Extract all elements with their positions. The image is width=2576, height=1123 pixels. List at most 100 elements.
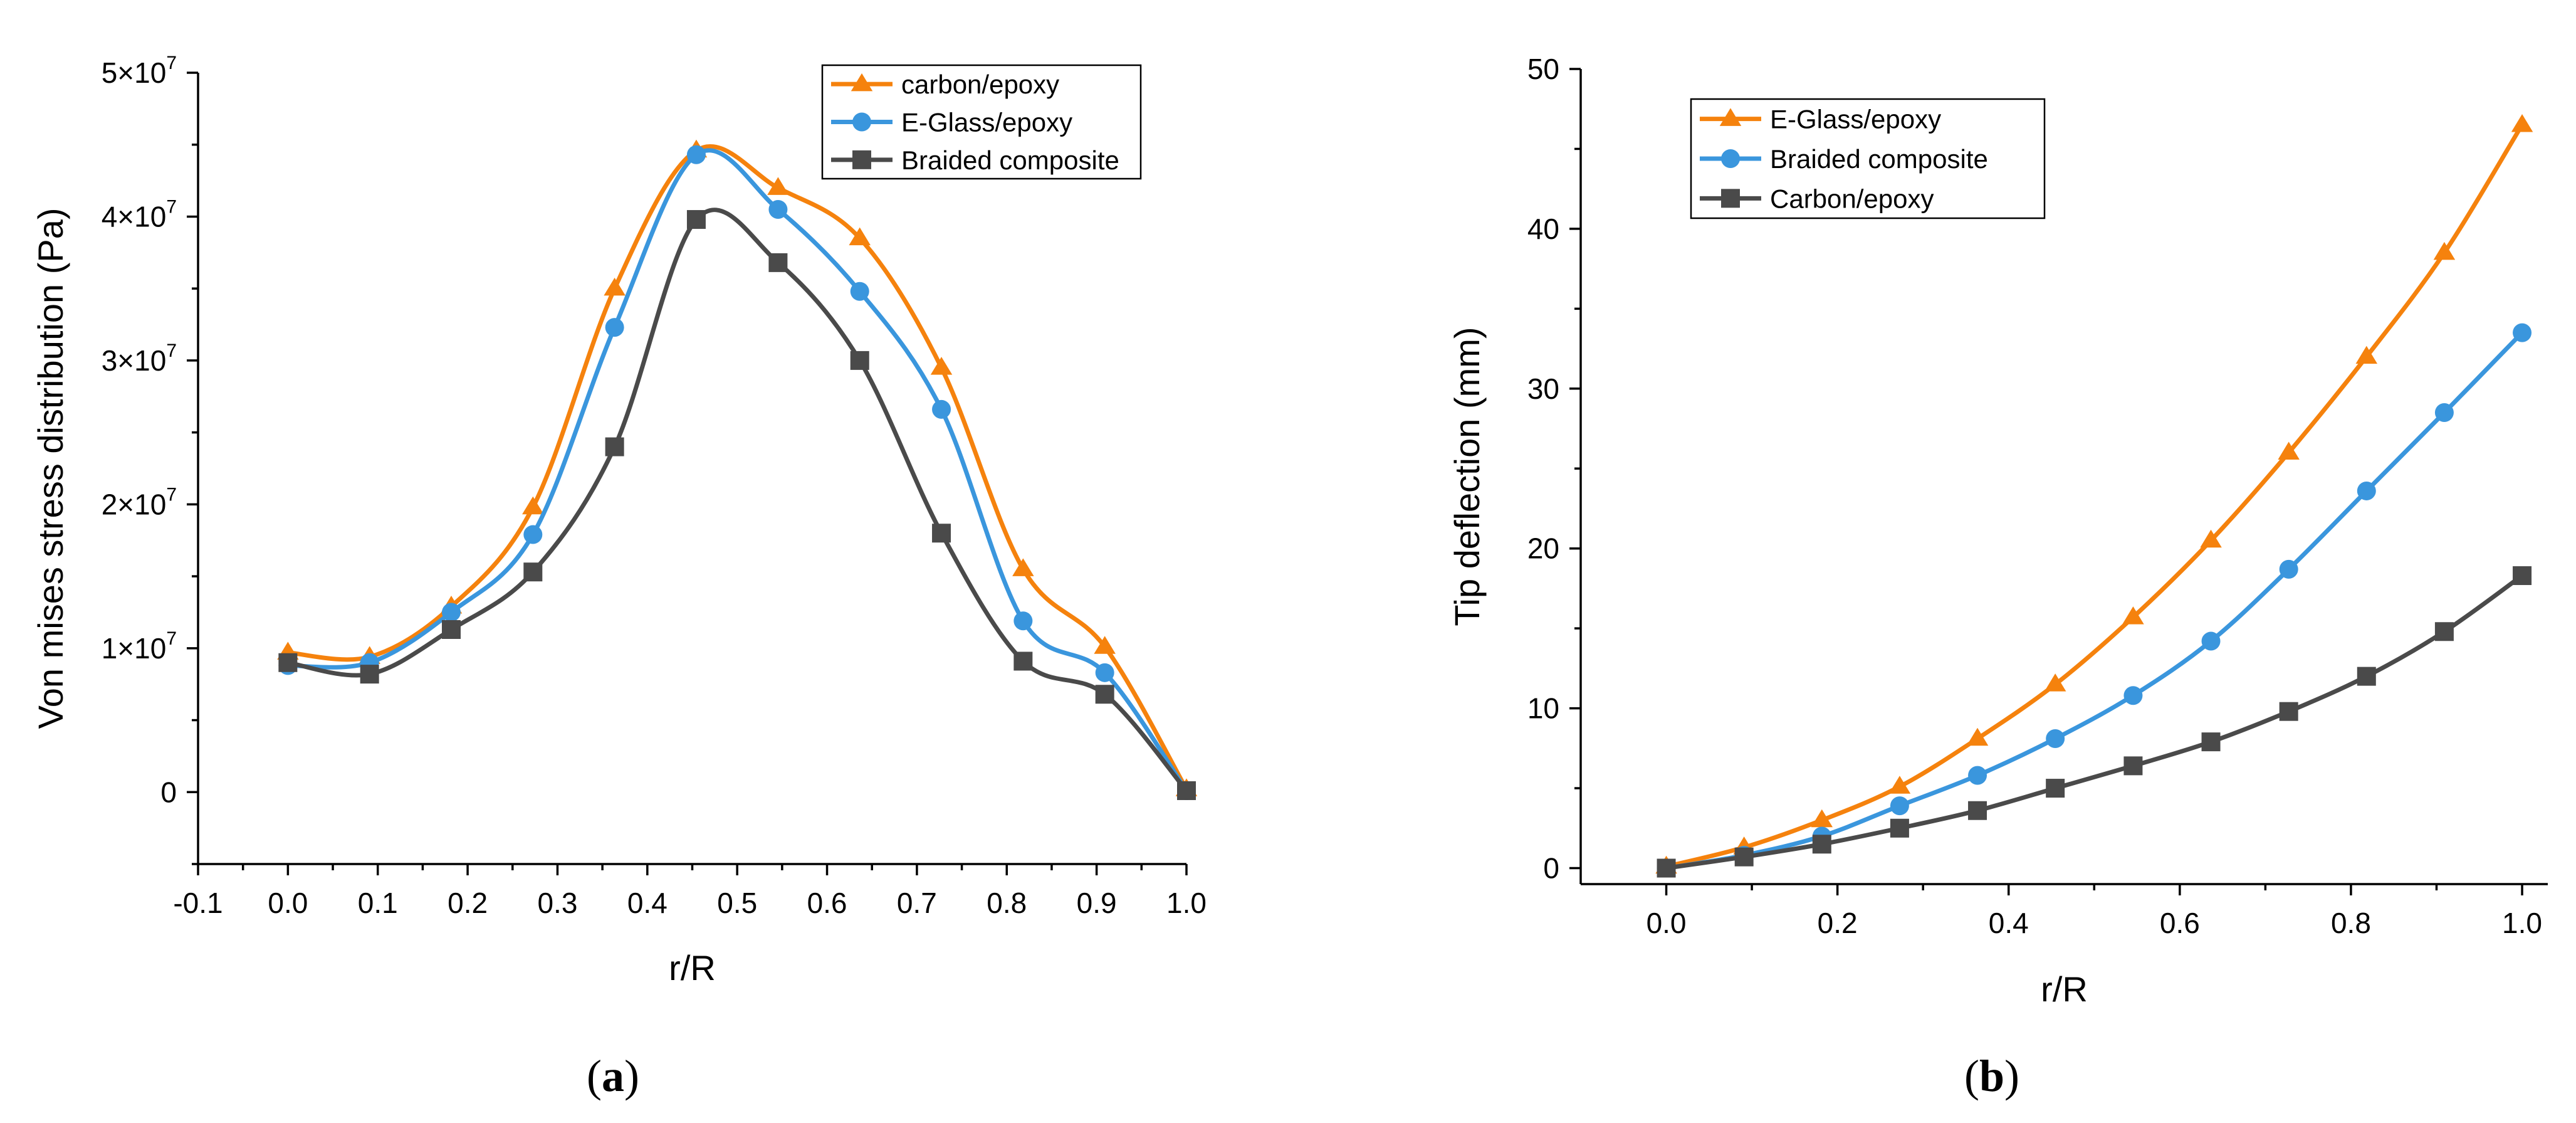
data-point [2513, 323, 2532, 342]
data-point [1968, 766, 1987, 785]
legend-entry-label: carbon/epoxy [901, 70, 1059, 99]
legend-swatch-marker [1719, 108, 1742, 126]
legend-entry-label: Braided composite [901, 145, 1119, 175]
data-point [849, 227, 871, 246]
data-point [2513, 566, 2532, 586]
data-point [768, 253, 788, 272]
data-point [2511, 113, 2533, 132]
data-point [2046, 729, 2065, 749]
data-point [1013, 651, 1033, 671]
legend-swatch-marker [851, 73, 873, 92]
series-line [288, 148, 1188, 792]
x-axis-title: r/R [669, 948, 716, 988]
data-point [523, 525, 543, 544]
x-tick-label: 1.0 [2502, 907, 2542, 939]
x-tick-label: 0.9 [1077, 887, 1117, 919]
data-point [522, 496, 544, 515]
data-point [2434, 622, 2454, 641]
x-tick-label: -0.1 [173, 887, 223, 919]
data-point [2201, 732, 2221, 752]
series-line [1665, 574, 2524, 870]
data-point [1890, 796, 1909, 816]
y-tick-label: 2×107 [102, 484, 177, 520]
data-point [1013, 611, 1033, 631]
legend-entry-label: E-Glass/epoxy [901, 108, 1072, 137]
x-tick-label: 0.0 [268, 887, 308, 919]
data-point [1094, 636, 1116, 654]
subfigure-caption: (b) [1964, 1051, 2019, 1101]
y-tick-label: 50 [1527, 53, 1559, 85]
data-point [2201, 631, 2221, 651]
y-tick-label: 5×107 [102, 53, 177, 89]
x-tick-label: 0.4 [627, 887, 668, 919]
chart-a-von-mises-stress: -0.1 0.0 0.1 0.2 0.3 0.4 0.5 0.6 0.7 0.8 0.9 1.0 0 1×… [31, 53, 1207, 1101]
data-point [850, 282, 869, 301]
data-point [2200, 529, 2222, 548]
y-tick-label: 10 [1527, 692, 1559, 725]
data-point [1012, 558, 1034, 576]
data-point [1888, 776, 1911, 794]
data-point [523, 562, 543, 582]
subfigure-caption: (a) [587, 1051, 639, 1101]
legend-swatch-marker [1721, 189, 1740, 208]
legend-swatch-marker [852, 150, 871, 169]
data-point [2433, 241, 2456, 260]
y-tick-label: 3×107 [102, 340, 177, 377]
y-tick-label: 40 [1527, 213, 1559, 245]
data-point [1177, 781, 1196, 800]
data-point [1657, 858, 1676, 878]
x-tick-label: 0.2 [1818, 907, 1858, 939]
data-point [1734, 847, 1754, 867]
series-line [1665, 331, 2524, 870]
data-point [2279, 559, 2298, 579]
data-point [2355, 345, 2378, 364]
legend-entry-label: E-Glass/epoxy [1770, 105, 1941, 134]
data-point [2434, 403, 2454, 423]
data-point [604, 277, 626, 296]
data-point [767, 177, 789, 195]
legend: E-Glass/epoxy Braided composite Carbon/epo… [1690, 98, 2046, 219]
x-tick-label: 0.6 [2160, 907, 2200, 939]
data-point [1811, 809, 1833, 828]
data-point [278, 653, 298, 672]
x-axis-title: r/R [2041, 969, 2088, 1009]
series-line [1665, 124, 2524, 869]
data-point [2278, 441, 2300, 460]
y-tick-label: 30 [1527, 372, 1559, 405]
data-point [2123, 756, 2143, 776]
y-tick-label: 0 [1543, 852, 1559, 885]
data-point [1812, 835, 1831, 854]
series-line [288, 144, 1189, 791]
legend-swatch-marker [852, 112, 871, 132]
x-tick-label: 0.8 [987, 887, 1027, 919]
data-point [2357, 667, 2376, 686]
data-point [2357, 481, 2376, 500]
x-tick-label: 0.0 [1647, 907, 1687, 939]
data-point [932, 524, 951, 543]
x-tick-label: 0.5 [717, 887, 757, 919]
data-point [768, 199, 788, 219]
data-point [686, 210, 706, 229]
x-tick-label: 0.7 [897, 887, 937, 919]
legend-entry-label: Braided composite [1770, 144, 1988, 174]
series-line [287, 208, 1188, 793]
data-point [686, 145, 706, 164]
data-point [2122, 606, 2144, 625]
data-point [441, 603, 461, 622]
legend-swatch-marker [1721, 149, 1740, 168]
x-tick-label: 0.4 [1989, 907, 2029, 939]
y-tick-label: 1×107 [102, 628, 177, 665]
data-point [1968, 801, 1987, 820]
y-tick-label: 4×107 [102, 196, 177, 233]
data-point [2279, 702, 2298, 721]
chart-b-tip-deflection: 0.0 0.2 0.4 0.6 0.8 1.0 0 10 20 30 40 50 r/R Tip defl… [1447, 53, 2548, 1101]
y-tick-label: 20 [1527, 532, 1559, 565]
data-point [930, 357, 953, 375]
x-tick-label: 0.1 [358, 887, 398, 919]
y-tick-label: 0 [160, 776, 177, 808]
data-point [441, 619, 461, 639]
data-point [605, 437, 624, 456]
data-point [605, 318, 624, 337]
data-point [1095, 663, 1114, 682]
